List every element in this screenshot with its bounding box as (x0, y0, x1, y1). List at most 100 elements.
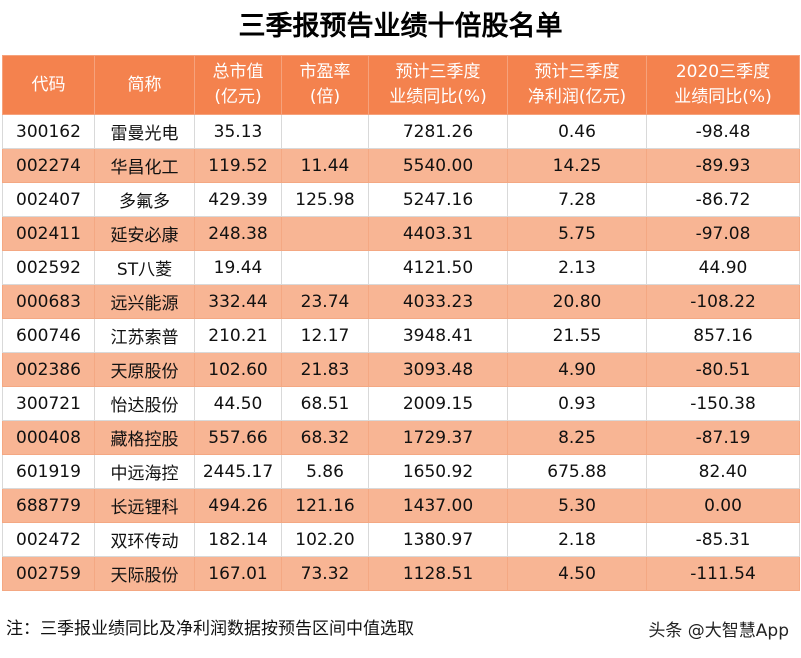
table-cell: 多氟多 (94, 182, 195, 217)
table-cell: 4.50 (507, 556, 647, 591)
table-cell (281, 216, 369, 251)
table-cell: 2.13 (507, 250, 647, 285)
table-cell: 7.28 (507, 182, 647, 217)
table-cell: -97.08 (646, 216, 800, 251)
table-cell: 7281.26 (368, 114, 508, 149)
table-cell: 002472 (2, 522, 95, 557)
table-cell: 300721 (2, 386, 95, 421)
column-header: 预计三季度 净利润(亿元) (507, 55, 647, 115)
table-cell: 怡达股份 (94, 386, 195, 421)
table-cell: 藏格控股 (94, 420, 195, 455)
table-cell: 73.32 (281, 556, 369, 591)
table-cell: 19.44 (194, 250, 282, 285)
column-header: 代码 (2, 55, 95, 115)
table-cell: 601919 (2, 454, 95, 489)
table-cell: 1650.92 (368, 454, 508, 489)
table-cell: 雷曼光电 (94, 114, 195, 149)
table-cell: ST八菱 (94, 250, 195, 285)
table-cell: 002386 (2, 352, 95, 387)
column-header: 总市值 (亿元) (194, 55, 282, 115)
column-header: 预计三季度 业绩同比(%) (368, 55, 508, 115)
table-cell: -80.51 (646, 352, 800, 387)
table-cell: 4121.50 (368, 250, 508, 285)
table-cell: 12.17 (281, 318, 369, 353)
table-cell: -150.38 (646, 386, 800, 421)
table-cell: 102.20 (281, 522, 369, 557)
header-row: 代码 简称 总市值 (亿元) 市盈率 (倍) 预计三季度 业绩同比(%) 预计三季度 净利… (2, 55, 800, 115)
table-cell: 300162 (2, 114, 95, 149)
table-cell: 182.14 (194, 522, 282, 557)
table-cell: 2009.15 (368, 386, 508, 421)
table-cell: 494.26 (194, 488, 282, 523)
table-cell: 1128.51 (368, 556, 508, 591)
table-cell: 4.90 (507, 352, 647, 387)
table-cell: 5.86 (281, 454, 369, 489)
table-cell: 600746 (2, 318, 95, 353)
table-row: 002472 双环传动 182.14 102.20 1380.97 2.18 -85.31 (2, 522, 800, 557)
page-title: 三季报预告业绩十倍股名单 (238, 11, 563, 42)
table-body: 300162 雷曼光电 35.13 7281.26 0.46 -98.48 002274 华昌… (2, 114, 800, 591)
table-cell: 天际股份 (94, 556, 195, 591)
table-cell: 5247.16 (368, 182, 508, 217)
table-row: 002274 华昌化工 119.52 11.44 5540.00 14.25 -89.93 (2, 148, 800, 183)
table-row: 000683 远兴能源 332.44 23.74 4033.23 20.80 -108.22 (2, 284, 800, 319)
table-row: 002592 ST八菱 19.44 4121.50 2.13 44.90 (2, 250, 800, 285)
table-cell: 4033.23 (368, 284, 508, 319)
table-cell: 5.75 (507, 216, 647, 251)
table-cell: 002759 (2, 556, 95, 591)
table-row: 601919 中远海控 2445.17 5.86 1650.92 675.88 82.40 (2, 454, 800, 489)
table-cell: 000683 (2, 284, 95, 319)
table-cell: 002407 (2, 182, 95, 217)
column-header: 2020三季度 业绩同比(%) (646, 55, 800, 115)
table-cell: 119.52 (194, 148, 282, 183)
table-cell: 1729.37 (368, 420, 508, 455)
table-cell: -98.48 (646, 114, 800, 149)
table-cell: 688779 (2, 488, 95, 523)
column-header: 市盈率 (倍) (281, 55, 369, 115)
table-cell: 5.30 (507, 488, 647, 523)
table-cell: 11.44 (281, 148, 369, 183)
table-cell: 华昌化工 (94, 148, 195, 183)
table-cell: 675.88 (507, 454, 647, 489)
table-cell: 延安必康 (94, 216, 195, 251)
table-cell: 中远海控 (94, 454, 195, 489)
table-row: 600746 江苏索普 210.21 12.17 3948.41 21.55 857.16 (2, 318, 800, 353)
table-cell: 125.98 (281, 182, 369, 217)
table-cell: 121.16 (281, 488, 369, 523)
table-cell: 双环传动 (94, 522, 195, 557)
table-cell: 68.51 (281, 386, 369, 421)
data-table: 代码 简称 总市值 (亿元) 市盈率 (倍) 预计三季度 业绩同比(%) 预计三季度 净利… (2, 55, 800, 591)
table-cell: 002411 (2, 216, 95, 251)
table-cell (281, 114, 369, 149)
table-cell: 3948.41 (368, 318, 508, 353)
table-cell: -87.19 (646, 420, 800, 455)
table-cell: -111.54 (646, 556, 800, 591)
table-cell: 557.66 (194, 420, 282, 455)
table-cell: 1437.00 (368, 488, 508, 523)
table-cell: 0.00 (646, 488, 800, 523)
column-header: 简称 (94, 55, 195, 115)
table-cell: 167.01 (194, 556, 282, 591)
table-cell: 857.16 (646, 318, 800, 353)
table-row: 300721 怡达股份 44.50 68.51 2009.15 0.93 -150.38 (2, 386, 800, 421)
table-cell: 44.50 (194, 386, 282, 421)
table-cell: 4403.31 (368, 216, 508, 251)
table-cell: 20.80 (507, 284, 647, 319)
table-row: 000408 藏格控股 557.66 68.32 1729.37 8.25 -87.19 (2, 420, 800, 455)
table-cell: 68.32 (281, 420, 369, 455)
table-cell: 8.25 (507, 420, 647, 455)
table-cell: 248.38 (194, 216, 282, 251)
table-cell: 429.39 (194, 182, 282, 217)
table-cell: -108.22 (646, 284, 800, 319)
table-cell (281, 250, 369, 285)
table-cell: -89.93 (646, 148, 800, 183)
table-row: 300162 雷曼光电 35.13 7281.26 0.46 -98.48 (2, 114, 800, 149)
table-cell: 远兴能源 (94, 284, 195, 319)
table-row: 002759 天际股份 167.01 73.32 1128.51 4.50 -111.54 (2, 556, 800, 591)
table-cell: 102.60 (194, 352, 282, 387)
table-cell: 44.90 (646, 250, 800, 285)
table-row: 002386 天原股份 102.60 21.83 3093.48 4.90 -80.51 (2, 352, 800, 387)
footnote: 注：三季报业绩同比及净利润数据按预告区间中值选取 (6, 619, 414, 639)
table-cell: 5540.00 (368, 148, 508, 183)
table-cell: 000408 (2, 420, 95, 455)
